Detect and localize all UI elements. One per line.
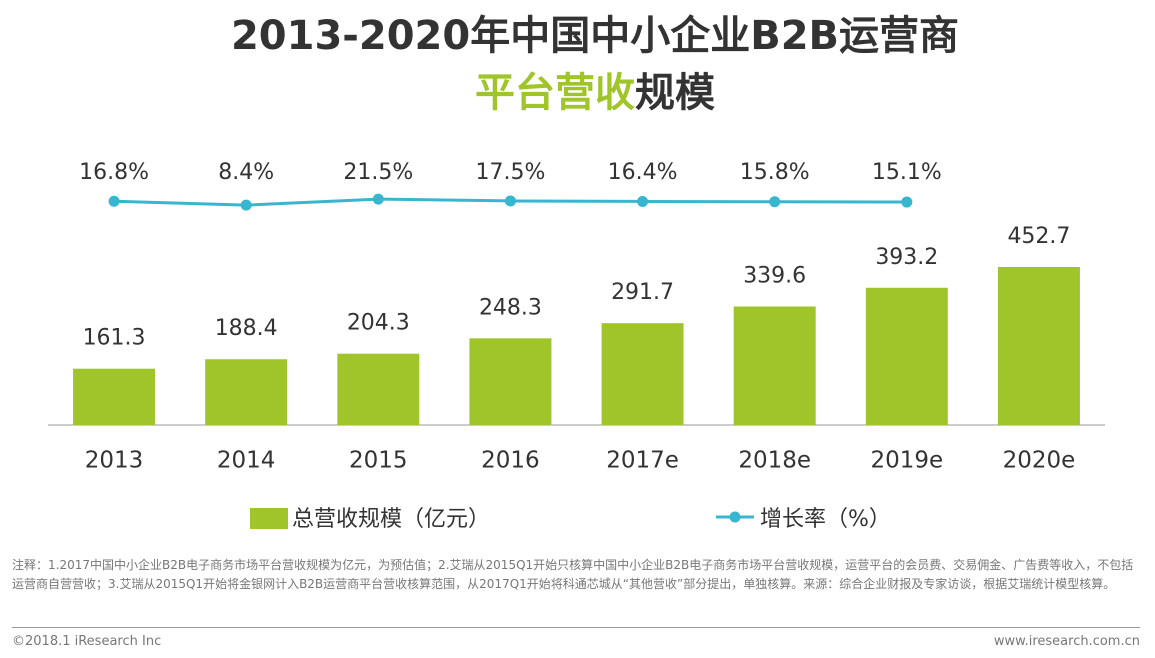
bar-label: 188.4 [215,316,278,341]
x-tick-label: 2015 [349,448,408,474]
line-point [769,196,781,208]
x-tick-label: 2020e [1003,448,1076,474]
legend-swatch [729,511,741,523]
x-tick-label: 2016 [481,448,540,474]
bar [997,267,1080,425]
subtitle-rest: 规模 [635,70,715,116]
x-tick-label: 2013 [85,448,144,474]
legend-label: 增长率（%） [760,507,891,532]
line-label: 17.5% [475,160,545,185]
line-label: 16.8% [79,160,149,185]
line-label: 15.8% [740,160,810,185]
line-point [637,195,649,207]
line-point [240,199,252,211]
legend-label: 总营收规模（亿元） [292,507,490,532]
bar-label: 291.7 [611,280,674,305]
legend-swatch [250,508,288,529]
chart-title: 2013-2020年中国中小企业B2B运营商 [231,13,959,59]
line-point [901,196,913,208]
bar [337,353,420,425]
x-tick-label: 2017e [606,448,679,474]
bar-label: 161.3 [83,326,146,351]
divider [12,627,1140,628]
line-label: 16.4% [608,160,678,185]
x-tick-label: 2018e [738,448,811,474]
bar [865,287,948,425]
chart-subtitle: 平台营收规模 [475,70,715,116]
line-label: 8.4% [218,160,274,185]
bar-label: 204.3 [347,311,410,336]
bar [205,359,288,425]
bar-label: 393.2 [875,245,938,270]
subtitle-highlight: 平台营收 [475,70,635,116]
line-point [108,195,120,207]
bar [601,323,684,425]
line-point [372,193,384,205]
bar [73,368,156,425]
line-label: 15.1% [872,160,942,185]
chart: 2013-2020年中国中小企业B2B运营商 平台营收规模 2013 2014 20… [48,13,1105,532]
line-point [504,195,516,207]
bar-label: 339.6 [743,263,806,288]
x-tick-label: 2019e [870,448,943,474]
line-label: 21.5% [343,160,413,185]
bar [733,306,816,425]
bar-label: 248.3 [479,295,542,320]
footnote: 注释：1.2017中国中小企业B2B电子商务市场平台营收规模为亿元，为预估值；2… [12,558,1134,591]
website: www.iresearch.com.cn [993,634,1140,649]
x-tick-label: 2014 [217,448,276,474]
bar [469,338,552,425]
copyright: ©2018.1 iResearch Inc [12,634,162,649]
bar-label: 452.7 [1007,224,1070,249]
